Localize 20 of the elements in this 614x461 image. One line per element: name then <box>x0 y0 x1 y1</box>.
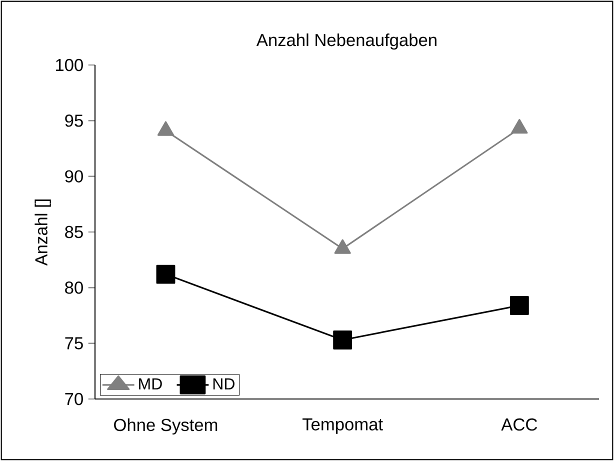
x-tick-label: Tempomat <box>302 418 383 434</box>
y-tick-label: 75 <box>65 337 83 350</box>
point <box>510 296 529 315</box>
point <box>511 118 528 134</box>
y-tick-label: 90 <box>65 170 83 182</box>
legend-label: ND <box>213 378 234 390</box>
chart-title: Anzahl Nebenaufgaben <box>256 33 436 50</box>
x-tick-label: ACC <box>501 418 538 431</box>
y-tick-label: 85 <box>65 226 83 238</box>
y-tick-label: 80 <box>65 282 83 294</box>
y-tick-label: 70 <box>65 392 83 406</box>
point <box>157 121 174 136</box>
point <box>156 264 176 284</box>
y-tick-label: 100 <box>56 58 83 72</box>
point <box>333 330 352 350</box>
x-tick-label: Ohne System <box>114 418 218 435</box>
legend-label: MD <box>139 378 162 390</box>
point <box>334 239 351 254</box>
y-axis-title: Anzahl [] <box>34 200 51 266</box>
y-tick-label: 95 <box>65 114 83 127</box>
